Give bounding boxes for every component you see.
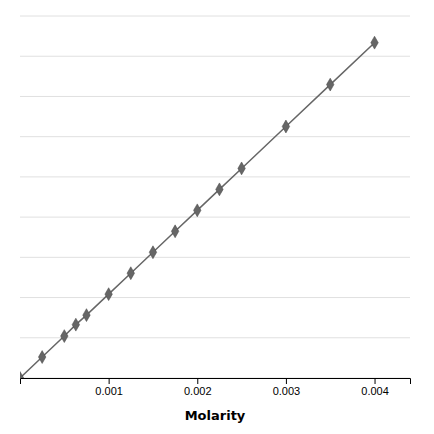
x-tick: 0.003 (273, 378, 301, 397)
x-tick: 0.002 (184, 378, 212, 397)
x-tick-mark (286, 378, 287, 384)
x-tick: 0.004 (361, 378, 389, 397)
grid-line (20, 176, 410, 177)
grid-line (20, 16, 410, 17)
marker (149, 246, 156, 259)
marker (72, 318, 79, 331)
grid-line (20, 337, 410, 338)
x-tick-mark (109, 378, 110, 384)
x-tick-mark (375, 378, 376, 384)
marker (105, 288, 112, 301)
line (20, 43, 375, 378)
grid-line (20, 257, 410, 258)
x-tick: 0.001 (95, 378, 123, 397)
x-axis-title: Molarity (185, 408, 246, 423)
marker (327, 78, 334, 91)
chart: 0.001 0.002 0.003 0.004 Molarity (0, 0, 434, 434)
marker (61, 330, 68, 343)
marker (38, 351, 45, 364)
x-axis: 0.001 0.002 0.003 0.004 (21, 378, 411, 397)
marker (171, 225, 178, 238)
x-tick-label: 0.001 (95, 385, 123, 397)
x-axis-line (21, 379, 411, 385)
grid-line (20, 297, 410, 298)
grid-line (20, 217, 410, 218)
grid-line (20, 96, 410, 97)
x-tick-label: 0.004 (361, 385, 389, 397)
marker (238, 162, 245, 175)
marker (83, 309, 90, 322)
x-tick-label: 0.002 (184, 385, 212, 397)
marker (371, 36, 378, 49)
marker (127, 267, 134, 280)
grid-line (20, 136, 410, 137)
grid (20, 16, 410, 378)
grid-line (20, 56, 410, 57)
marker (194, 204, 201, 217)
marker (216, 183, 223, 196)
series (20, 36, 378, 378)
x-tick-mark (197, 378, 198, 384)
plot-area: 0.001 0.002 0.003 0.004 (16, 16, 410, 397)
marker (282, 120, 289, 133)
marker (20, 372, 24, 378)
x-tick-label: 0.003 (273, 385, 301, 397)
